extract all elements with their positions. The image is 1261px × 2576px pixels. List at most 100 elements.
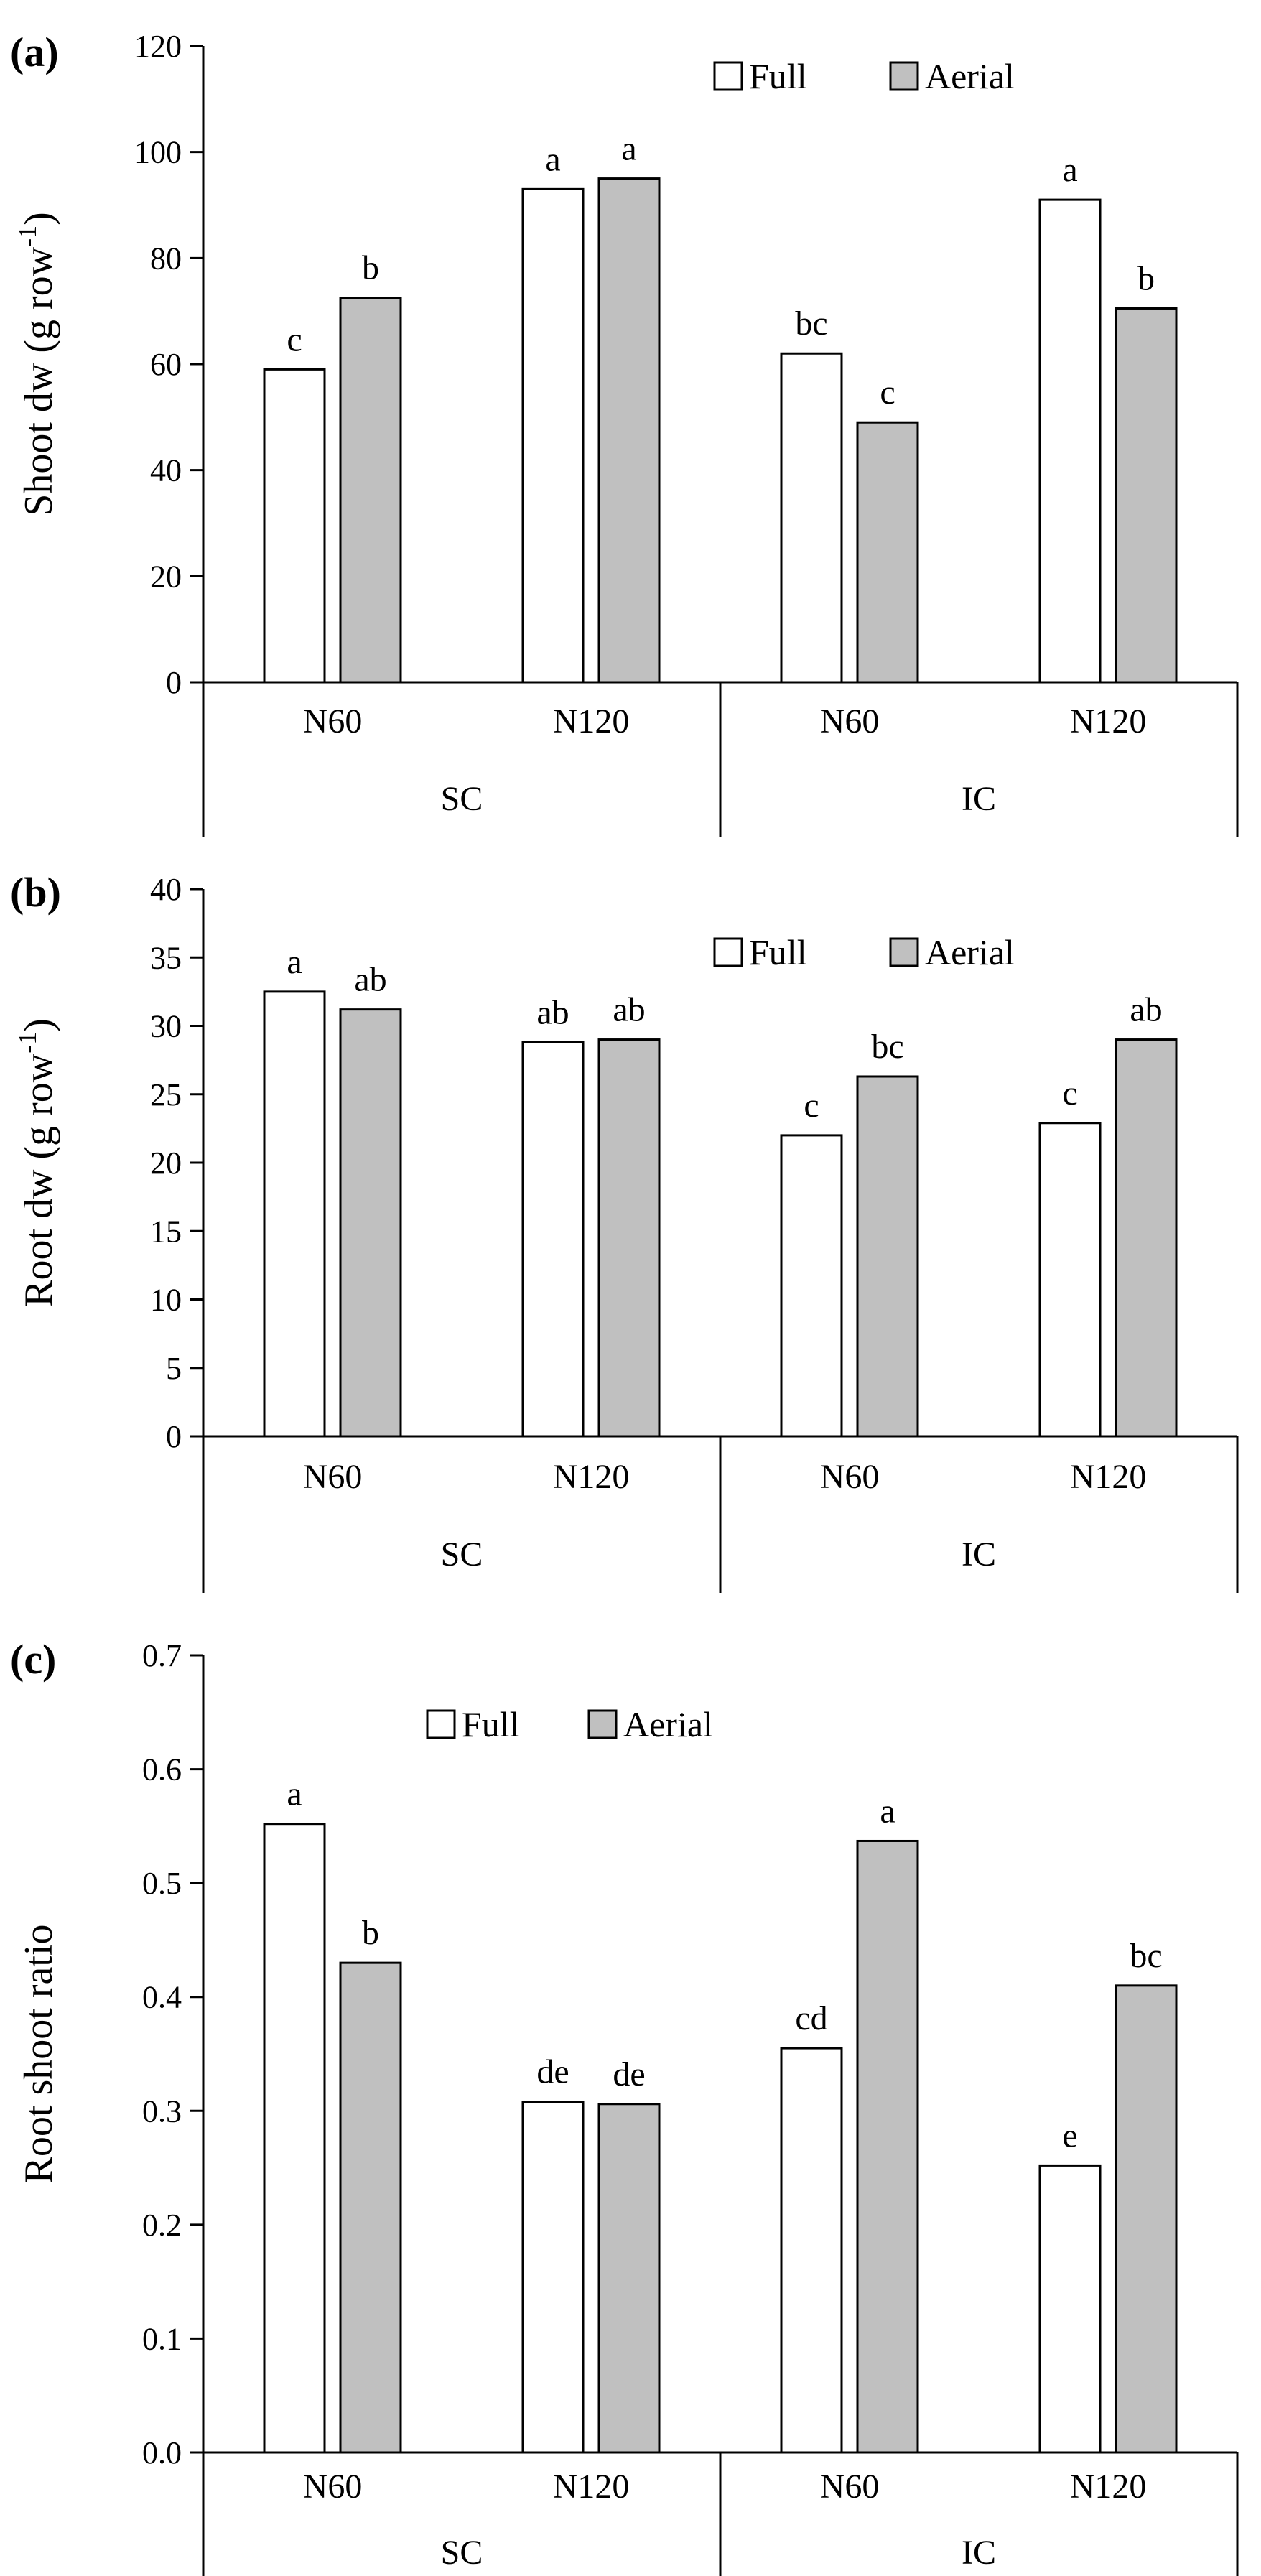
significance-letter: bc — [795, 304, 827, 343]
bar-full — [263, 1823, 326, 2454]
significance-letter: ab — [1130, 991, 1162, 1029]
significance-letter: c — [287, 320, 302, 358]
significance-letter: bc — [871, 1028, 903, 1066]
y-tick-label: 0.7 — [142, 1638, 182, 1673]
bar-aerial — [597, 177, 661, 684]
y-tick-label: 120 — [134, 29, 182, 64]
legend-label-full: Full — [749, 932, 807, 972]
y-axis-title-superscript: -1 — [13, 1032, 42, 1054]
chart-panel-b: 0 5 10 15 20 25 30 35 40 N60 N120 N60 N120 SC IC a ab ab a… — [10, 869, 1239, 1593]
y-axis-title-close: ) — [17, 1018, 61, 1032]
chart-panel-a: 0 20 40 60 80 100 120 N60 N120 N60 N120 SC IC c b a a bc c… — [10, 29, 1239, 837]
significance-letter: a — [621, 130, 636, 168]
bar-aerial — [597, 1038, 661, 1438]
y-tick-label: 30 — [150, 1009, 182, 1044]
panel-letter: (c) — [10, 1636, 56, 1683]
y-tick-label: 15 — [150, 1214, 182, 1249]
y-axis-title: Root dw (g row-1) — [13, 1018, 61, 1307]
bar-aerial — [597, 2103, 661, 2454]
y-tick-label: 0.5 — [142, 1866, 182, 1901]
legend-label-aerial: Aerial — [623, 1704, 713, 1744]
significance-letter: bc — [1130, 1937, 1162, 1975]
y-tick-label: 40 — [150, 453, 182, 488]
significance-letter: cd — [795, 1999, 827, 2037]
category-label: N120 — [553, 702, 630, 740]
y-tick-label: 25 — [150, 1077, 182, 1112]
legend-swatch-aerial — [889, 937, 919, 967]
legend-label-aerial: Aerial — [925, 56, 1015, 96]
significance-letter: a — [287, 943, 302, 981]
y-axis-title: Shoot dw (g row-1) — [13, 212, 61, 516]
significance-letter: b — [1137, 259, 1155, 297]
bar-aerial — [856, 1839, 919, 2454]
bar-full — [780, 2047, 843, 2454]
bar-aerial — [339, 1961, 402, 2454]
legend-label-full: Full — [749, 56, 807, 96]
significance-letter: ab — [354, 961, 386, 999]
category-label: N120 — [553, 1458, 630, 1496]
bar-full — [521, 2101, 585, 2454]
significance-letter: c — [1062, 1074, 1077, 1112]
bar-aerial — [856, 1075, 919, 1438]
significance-letter: a — [1062, 151, 1077, 189]
significance-letter: e — [1062, 2116, 1077, 2154]
bar-full — [263, 990, 326, 1438]
category-label: N120 — [1070, 702, 1147, 740]
bar-aerial — [1115, 1984, 1178, 2454]
category-label: N60 — [820, 2468, 880, 2506]
y-axis-title: Root shoot ratio — [17, 1925, 61, 2184]
bar-full — [1038, 198, 1102, 684]
bar-full — [521, 1041, 585, 1438]
panel-letter: (a) — [10, 29, 59, 75]
significance-letter: c — [804, 1087, 819, 1125]
bar-full — [1038, 2164, 1102, 2454]
bar-aerial — [339, 1008, 402, 1438]
bar-full — [521, 187, 585, 684]
y-tick-label: 0 — [166, 665, 182, 700]
significance-letter: ab — [536, 993, 569, 1031]
significance-letter: a — [287, 1775, 302, 1813]
y-tick-label: 0 — [166, 1419, 182, 1454]
legend-swatch-aerial — [587, 1709, 618, 1739]
y-axis-title-main: Root dw (g row — [17, 1053, 61, 1307]
bar-full — [780, 352, 843, 684]
y-tick-label: 100 — [134, 135, 182, 170]
significance-letter: de — [613, 2055, 645, 2093]
category-label: N60 — [820, 702, 880, 740]
category-label: N60 — [303, 2468, 363, 2506]
y-tick-label: 0.0 — [142, 2435, 182, 2470]
y-tick-label: 80 — [150, 241, 182, 276]
group-label: IC — [962, 2534, 996, 2572]
legend-swatch-aerial — [889, 61, 919, 91]
legend-swatch-full — [713, 937, 743, 967]
bar-aerial — [1115, 1038, 1178, 1438]
legend-swatch-full — [713, 61, 743, 91]
chart-panel-c: 0.0 0.1 0.2 0.3 0.4 0.5 0.6 0.7 N60 N120 N60 N120 SC… — [10, 1636, 1239, 2576]
y-axis-title-main: Root shoot ratio — [17, 1925, 61, 2184]
y-tick-label: 60 — [150, 347, 182, 382]
y-axis-title-close: ) — [17, 212, 61, 225]
legend-label-aerial: Aerial — [925, 932, 1015, 972]
y-tick-label: 20 — [150, 1145, 182, 1181]
group-label: SC — [441, 780, 483, 818]
category-label: N120 — [1070, 1458, 1147, 1496]
bar-aerial — [1115, 307, 1178, 684]
y-tick-label: 5 — [166, 1351, 182, 1386]
legend-label-full: Full — [462, 1704, 520, 1744]
group-label: IC — [962, 780, 996, 818]
bar-full — [780, 1134, 843, 1438]
y-tick-label: 0.3 — [142, 2093, 182, 2129]
category-label: N60 — [303, 702, 363, 740]
group-label: SC — [441, 1535, 483, 1573]
significance-letter: b — [362, 1914, 379, 1952]
significance-letter: a — [545, 140, 560, 178]
significance-letter: ab — [613, 991, 645, 1029]
significance-letter: de — [536, 2053, 569, 2091]
bar-aerial — [856, 421, 919, 684]
panel-letter: (b) — [10, 869, 61, 916]
significance-letter: a — [880, 1792, 895, 1830]
significance-letter: b — [362, 249, 379, 287]
group-label: SC — [441, 2534, 483, 2572]
y-axis-title-main: Shoot dw (g row — [17, 246, 61, 516]
